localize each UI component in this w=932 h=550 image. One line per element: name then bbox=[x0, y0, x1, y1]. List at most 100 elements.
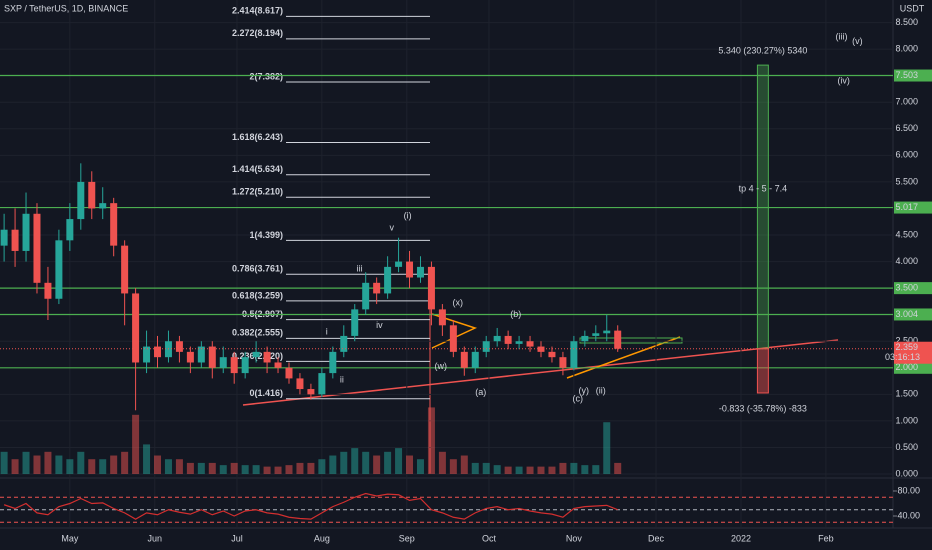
candle-body bbox=[504, 335, 512, 344]
candle-body bbox=[416, 266, 424, 278]
volume-bar bbox=[395, 448, 403, 475]
y-tick-label: 4.000 bbox=[895, 256, 918, 266]
wave-label: (ii) bbox=[596, 386, 606, 396]
y-tick-label: 8.500 bbox=[895, 17, 918, 27]
candle-body bbox=[482, 341, 490, 352]
candle-body bbox=[241, 357, 249, 374]
volume-bar bbox=[614, 462, 622, 475]
candle-body bbox=[0, 229, 8, 246]
x-tick-label: Nov bbox=[566, 533, 583, 543]
x-tick-label: Aug bbox=[314, 533, 330, 543]
volume-bar bbox=[77, 451, 85, 475]
candle-body bbox=[570, 341, 578, 368]
volume-bar bbox=[373, 455, 381, 475]
volume-bar bbox=[340, 451, 348, 475]
volume-bar bbox=[307, 462, 315, 475]
candle-body bbox=[460, 351, 468, 368]
level-tag bbox=[894, 361, 932, 374]
wave-label: (w) bbox=[434, 361, 447, 371]
volume-bar bbox=[0, 451, 8, 475]
candle-body bbox=[526, 341, 534, 347]
volume-bar bbox=[592, 465, 600, 475]
volume-bar bbox=[482, 462, 490, 475]
candle-body bbox=[406, 261, 414, 278]
measure-profit bbox=[756, 64, 769, 350]
candle-body bbox=[307, 389, 315, 395]
x-tick-label: May bbox=[61, 533, 79, 543]
candle-body bbox=[252, 351, 260, 358]
candle-body bbox=[154, 346, 162, 358]
candle-body bbox=[208, 346, 216, 368]
x-tick-label: Jul bbox=[231, 533, 243, 543]
y-tick-label: 7.000 bbox=[895, 97, 918, 107]
candle-body bbox=[592, 333, 600, 336]
wave-label: iii bbox=[357, 263, 363, 273]
x-tick-label: Dec bbox=[648, 533, 665, 543]
volume-bar bbox=[329, 455, 337, 475]
measure-loss bbox=[756, 348, 769, 394]
volume-bar bbox=[570, 462, 578, 475]
volume-bar bbox=[384, 451, 392, 475]
fib-label: 0.786(3.761) bbox=[232, 264, 283, 274]
x-tick-label: Sep bbox=[399, 533, 415, 543]
volume-bar bbox=[263, 466, 271, 475]
x-tick-label: Feb bbox=[818, 533, 834, 543]
volume-bar bbox=[603, 422, 611, 475]
fib-label: 2.414(8.617) bbox=[232, 6, 283, 16]
candle-body bbox=[384, 266, 392, 294]
candle-body bbox=[395, 261, 403, 267]
y-tick-label: 1.500 bbox=[895, 389, 918, 399]
y-tick-label: 8.000 bbox=[895, 44, 918, 54]
wave-label: ii bbox=[340, 374, 344, 384]
candle-body bbox=[296, 378, 304, 390]
volume-bar bbox=[11, 459, 19, 475]
y-tick-label: 4.500 bbox=[895, 229, 918, 239]
volume-bar bbox=[285, 465, 293, 475]
candle-body bbox=[66, 219, 74, 241]
candle-body bbox=[77, 181, 85, 220]
candle-body bbox=[132, 293, 140, 363]
volume-bar bbox=[362, 451, 370, 475]
wave-label: (y) bbox=[578, 386, 589, 396]
volume-bar bbox=[493, 465, 501, 475]
volume-bar bbox=[318, 459, 326, 475]
candle-body bbox=[603, 330, 611, 334]
candle-body bbox=[175, 341, 183, 352]
candle-body bbox=[219, 357, 227, 368]
volume-bar bbox=[164, 459, 172, 475]
level-tag bbox=[894, 282, 932, 295]
candle-body bbox=[373, 282, 381, 294]
candle-body bbox=[515, 341, 523, 344]
candle-body bbox=[110, 203, 118, 246]
candle-body bbox=[44, 282, 52, 299]
level-label: 5.017 bbox=[895, 202, 918, 212]
fib-label: 1.618(6.243) bbox=[232, 132, 283, 142]
candle-body bbox=[329, 351, 337, 374]
volume-bar bbox=[143, 444, 151, 475]
trend-line bbox=[566, 336, 681, 379]
y-tick-label: 5.500 bbox=[895, 176, 918, 186]
candle-body bbox=[22, 213, 30, 251]
level-tag bbox=[894, 201, 932, 214]
wave-label: (i) bbox=[404, 210, 412, 220]
candle-body bbox=[362, 282, 370, 310]
candle-body bbox=[230, 357, 238, 374]
level-label: 3.500 bbox=[895, 283, 918, 293]
fib-label: 1.414(5.634) bbox=[232, 164, 283, 174]
candle-body bbox=[471, 351, 479, 368]
volume-bar bbox=[581, 465, 589, 475]
volume-bar bbox=[175, 459, 183, 475]
volume-bar bbox=[548, 466, 556, 475]
volume-bar bbox=[427, 407, 435, 475]
volume-bar bbox=[252, 465, 260, 475]
volume-bar bbox=[559, 462, 567, 475]
candle-body bbox=[186, 351, 194, 363]
volume-bar bbox=[416, 459, 424, 475]
volume-bar bbox=[197, 462, 205, 475]
volume-bar bbox=[537, 466, 545, 475]
wave-label: (iii) bbox=[836, 31, 848, 41]
volume-bar bbox=[515, 466, 523, 475]
candle-body bbox=[11, 229, 19, 251]
volume-bar bbox=[88, 459, 96, 475]
